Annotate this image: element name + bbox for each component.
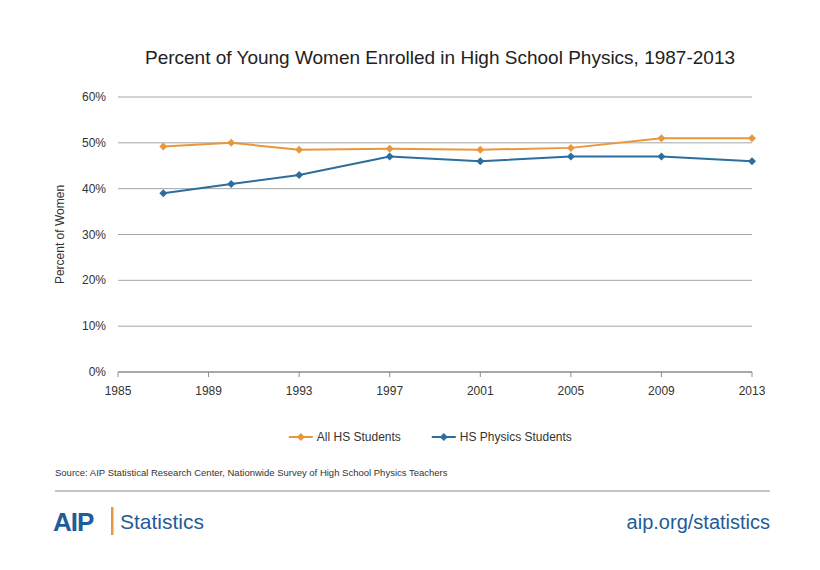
x-tick: [389, 372, 390, 377]
y-axis-label: Percent of Women: [53, 185, 67, 284]
point: [748, 134, 756, 142]
x-tick-label: 2009: [648, 384, 675, 398]
x-tick: [480, 372, 481, 377]
grid-line: [118, 234, 752, 235]
plot-area: [159, 134, 756, 197]
x-tick-label: 1993: [286, 384, 313, 398]
x-tick: [118, 372, 119, 377]
point: [295, 171, 303, 179]
grid-line: [118, 97, 752, 98]
x-tick: [570, 372, 571, 377]
x-tick: [661, 372, 662, 377]
x-tick-label: 1985: [105, 384, 132, 398]
y-tick-label: 50%: [82, 136, 106, 150]
point: [159, 189, 167, 197]
footer-logo-text: Statistics: [120, 510, 204, 533]
x-tick-label: 1989: [195, 384, 222, 398]
point: [227, 139, 235, 147]
grid-line: [118, 372, 752, 373]
x-tick: [299, 372, 300, 377]
point: [476, 146, 484, 154]
point: [657, 153, 665, 161]
chart: Percent of Young Women Enrolled in High …: [0, 0, 820, 570]
footer-logo: AIP: [53, 507, 94, 537]
x-tick-label: 2001: [467, 384, 494, 398]
legend-label: HS Physics Students: [460, 430, 572, 444]
x-tick-label: 1997: [376, 384, 403, 398]
x-tick-label: 2013: [739, 384, 766, 398]
source: Source: AIP Statistical Research Center,…: [55, 467, 448, 478]
x-axis: [118, 372, 752, 373]
grid-line: [118, 280, 752, 281]
point: [295, 146, 303, 154]
y-tick-label: 30%: [82, 228, 106, 242]
point: [748, 157, 756, 165]
point: [567, 153, 575, 161]
footer-separator: [111, 507, 114, 535]
grid-line: [118, 326, 752, 327]
point: [159, 143, 167, 151]
title: Percent of Young Women Enrolled in High …: [145, 47, 735, 68]
point: [227, 180, 235, 188]
footer-rule: [55, 490, 770, 491]
footer-url: aip.org/statistics: [627, 511, 770, 533]
x-tick: [208, 372, 209, 377]
x-tick-label: 2005: [558, 384, 585, 398]
y-tick-label: 40%: [82, 182, 106, 196]
point: [567, 144, 575, 152]
y-tick-label: 10%: [82, 319, 106, 333]
y-tick-label: 0%: [89, 365, 107, 379]
grid-line: [118, 188, 752, 189]
point: [476, 157, 484, 165]
point: [386, 145, 394, 153]
y-tick-label: 20%: [82, 273, 106, 287]
legend-marker: [297, 433, 305, 441]
x-tick: [752, 372, 753, 377]
point: [386, 153, 394, 161]
legend: All HS Students HS Physics Students: [289, 430, 572, 444]
series-line: [163, 157, 752, 194]
point: [657, 134, 665, 142]
y-tick-label: 60%: [82, 90, 106, 104]
legend-label: All HS Students: [317, 430, 401, 444]
legend-marker: [440, 433, 448, 441]
